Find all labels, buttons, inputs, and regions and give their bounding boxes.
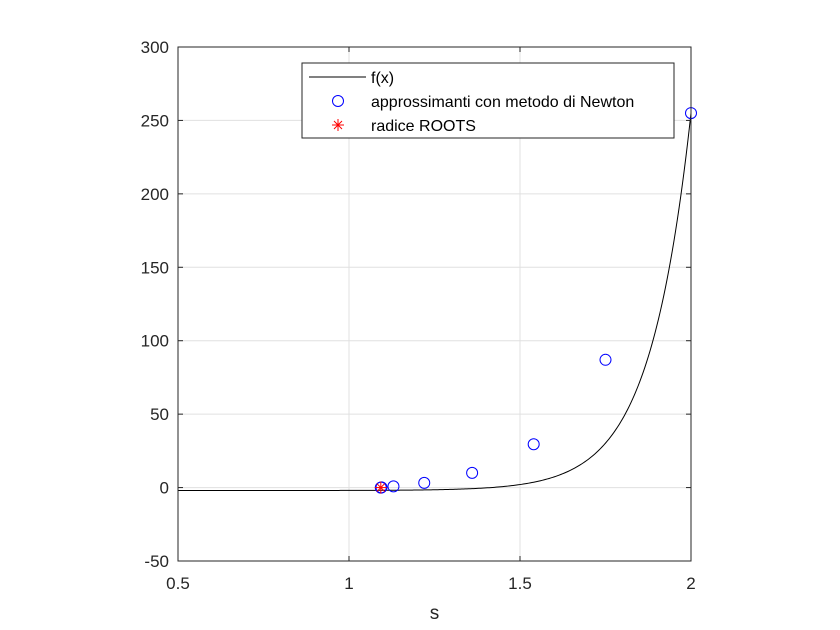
y-tick-label: 250 — [141, 111, 169, 130]
legend-entry-newton: approssimanti con metodo di Newton — [371, 94, 634, 111]
x-tick-label: 0.5 — [166, 574, 190, 593]
newton-point — [599, 353, 612, 366]
roots-point — [374, 481, 387, 494]
newton-point — [418, 476, 431, 489]
legend-circle-swatch — [332, 95, 344, 107]
legend-entry-roots: radice ROOTS — [371, 118, 476, 135]
y-tick-label: 50 — [150, 405, 169, 424]
x-tick-label: 2 — [686, 574, 695, 593]
x-tick-label: 1.5 — [508, 574, 532, 593]
legend: f(x) approssimanti con metodo di Newton … — [301, 62, 675, 139]
x-tick-label: 1 — [344, 574, 353, 593]
legend-box — [301, 62, 675, 139]
x-axis-label: s — [430, 603, 440, 624]
legend-entry-fx: f(x) — [371, 70, 394, 87]
y-tick-label: 100 — [141, 332, 169, 351]
y-tick-label: -50 — [144, 552, 169, 571]
axes-box — [177, 46, 692, 562]
y-tick-label: 150 — [141, 258, 169, 277]
newton-point — [387, 480, 400, 493]
newton-point — [527, 438, 540, 451]
y-tick-label: 200 — [141, 185, 169, 204]
newton-point — [466, 466, 479, 479]
tick-marks — [177, 46, 692, 562]
y-tick-label: 300 — [141, 38, 169, 57]
series-layer — [178, 107, 697, 494]
y-tick-label: 0 — [160, 479, 169, 498]
legend-star-swatch — [332, 119, 344, 131]
series-fx-line — [178, 113, 692, 492]
